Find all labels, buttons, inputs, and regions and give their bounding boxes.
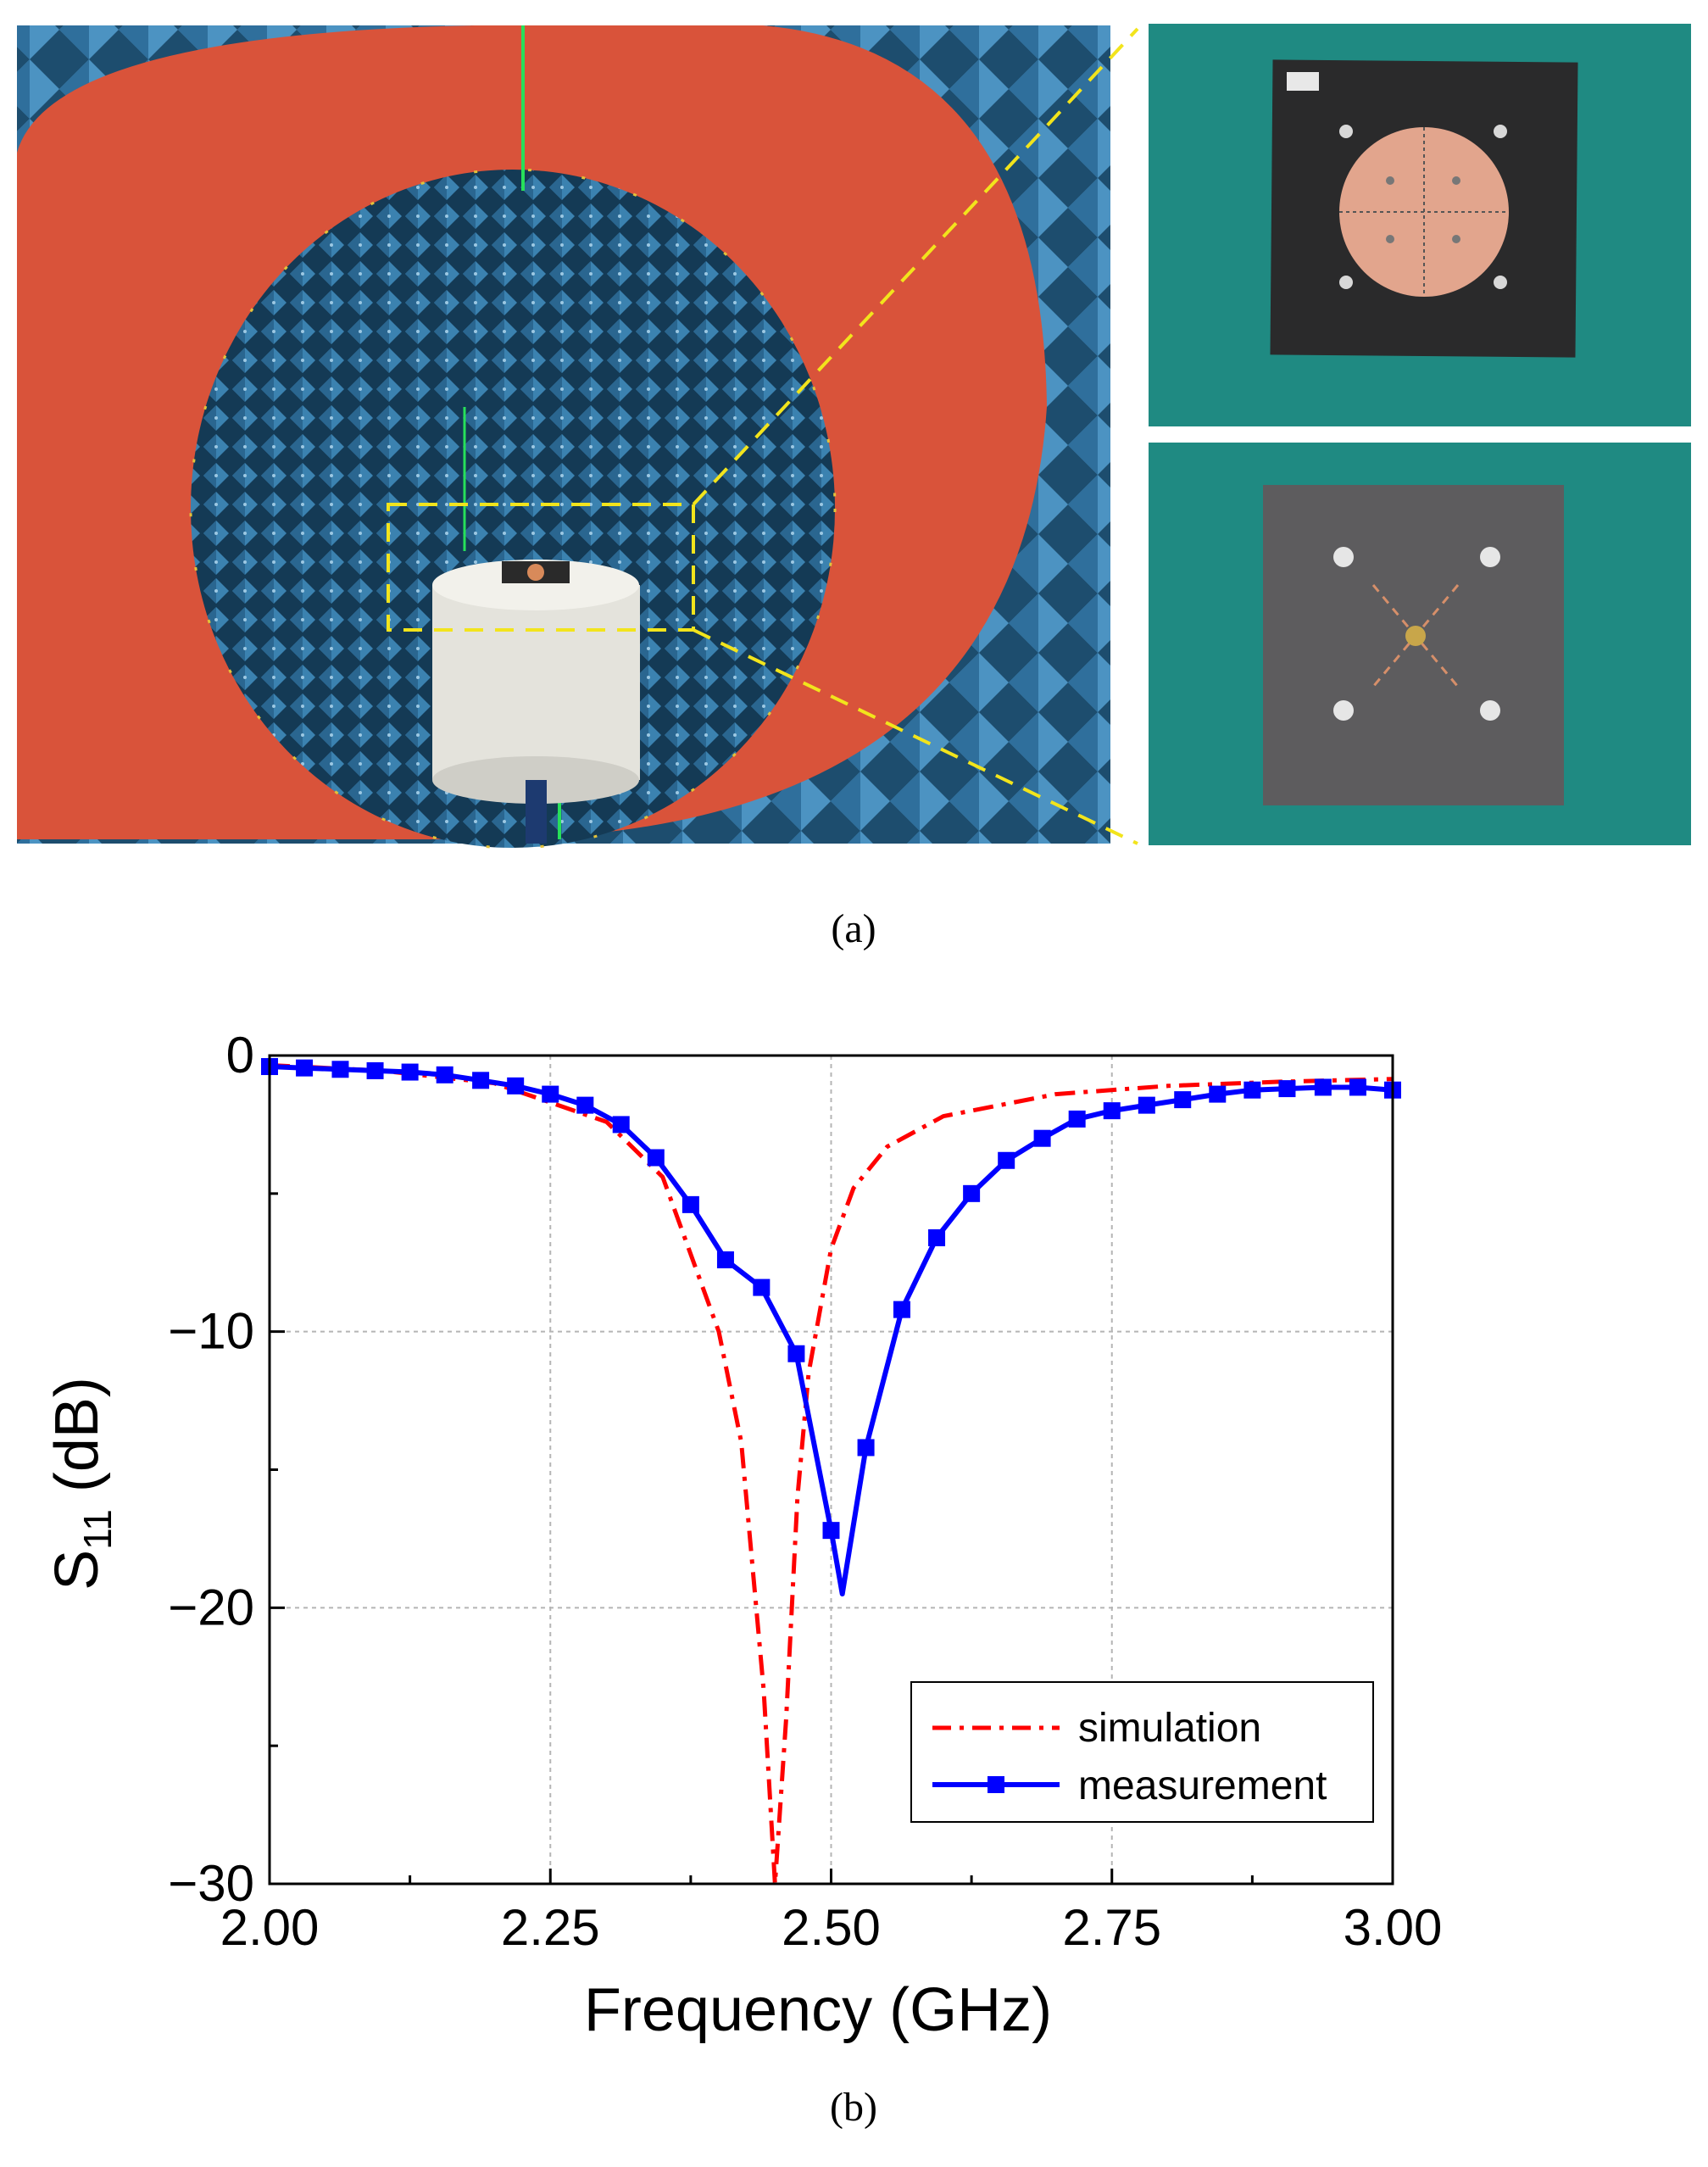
data-point-measurement [963,1184,981,1202]
data-point-measurement [682,1195,699,1213]
legend-box [910,1681,1374,1823]
x-tick-label: 2.50 [782,1899,881,1956]
antenna-top-photo [1149,24,1691,426]
y-axis-label-unit: (dB) [43,1377,111,1509]
antenna-bottom-photo [1149,443,1691,845]
data-point-measurement [1103,1102,1121,1120]
x-tick-label: 2.75 [1062,1899,1161,1956]
x-tick-label: 2.25 [501,1899,600,1956]
y-axis-label: S11 (dB) [43,1377,120,1590]
x-tick-label: 3.00 [1344,1899,1443,1956]
data-point-measurement [753,1278,771,1296]
data-point-measurement [1349,1078,1366,1096]
photo-panel [17,24,1691,850]
data-point-measurement [1068,1110,1086,1128]
y-tick-label: −20 [168,1579,254,1635]
data-point-measurement [366,1061,384,1079]
series-line-simulation [270,1062,1393,1884]
absorber-wall [191,170,835,848]
data-point-measurement [822,1522,840,1540]
chamber-photo [17,25,1139,850]
s11-chart: 2.00 2.25 2.50 2.75 3.00 0 −10 −20 −30 Frequency… [43,1027,1442,2044]
x-tick-label: 2.00 [220,1899,320,1956]
legend-marker-measurement [988,1776,1004,1793]
callout-box [387,503,695,632]
data-point-measurement [576,1096,594,1114]
y-tick-label: −10 [168,1303,254,1360]
data-point-measurement [436,1066,453,1084]
data-point-measurement [1243,1081,1261,1099]
data-point-measurement [612,1116,630,1134]
series-line-measurement [270,1064,1393,1596]
data-point-measurement [1314,1078,1332,1096]
data-point-measurement [1278,1080,1296,1098]
data-point-measurement [542,1085,559,1103]
data-point-measurement [1174,1091,1192,1109]
data-point-measurement [893,1301,910,1318]
data-point-measurement [857,1439,875,1457]
axis-ticks: 2.00 2.25 2.50 2.75 3.00 0 −10 −20 −30 [168,1027,1442,1956]
caption-b: (b) [830,2085,877,2130]
y-tick-label: 0 [226,1027,254,1084]
data-point-measurement [647,1149,665,1167]
data-point-measurement [1209,1085,1227,1103]
y-tick-label: −30 [168,1855,254,1912]
data-point-measurement [998,1151,1015,1169]
data-point-measurement [1138,1096,1155,1114]
legend-label-measurement: measurement [1078,1763,1327,1808]
data-point-measurement [787,1345,805,1362]
foam-cylinder [432,560,640,844]
legend: simulation measurement [910,1681,1374,1823]
data-point-measurement [1033,1129,1051,1147]
data-point-measurement [716,1251,734,1268]
data-point-measurement [928,1228,946,1246]
data-point-measurement [331,1061,349,1078]
data-point-measurement [472,1072,490,1089]
data-point-measurement [296,1059,314,1077]
data-point-measurement [401,1063,419,1081]
data-point-measurement [507,1077,525,1095]
series-layer [261,1058,1401,1884]
caption-a: (a) [831,906,876,951]
y-axis-label-subscript: 11 [75,1509,120,1550]
x-axis-label: Frequency (GHz) [584,1976,1052,2044]
legend-label-simulation: simulation [1078,1706,1261,1751]
